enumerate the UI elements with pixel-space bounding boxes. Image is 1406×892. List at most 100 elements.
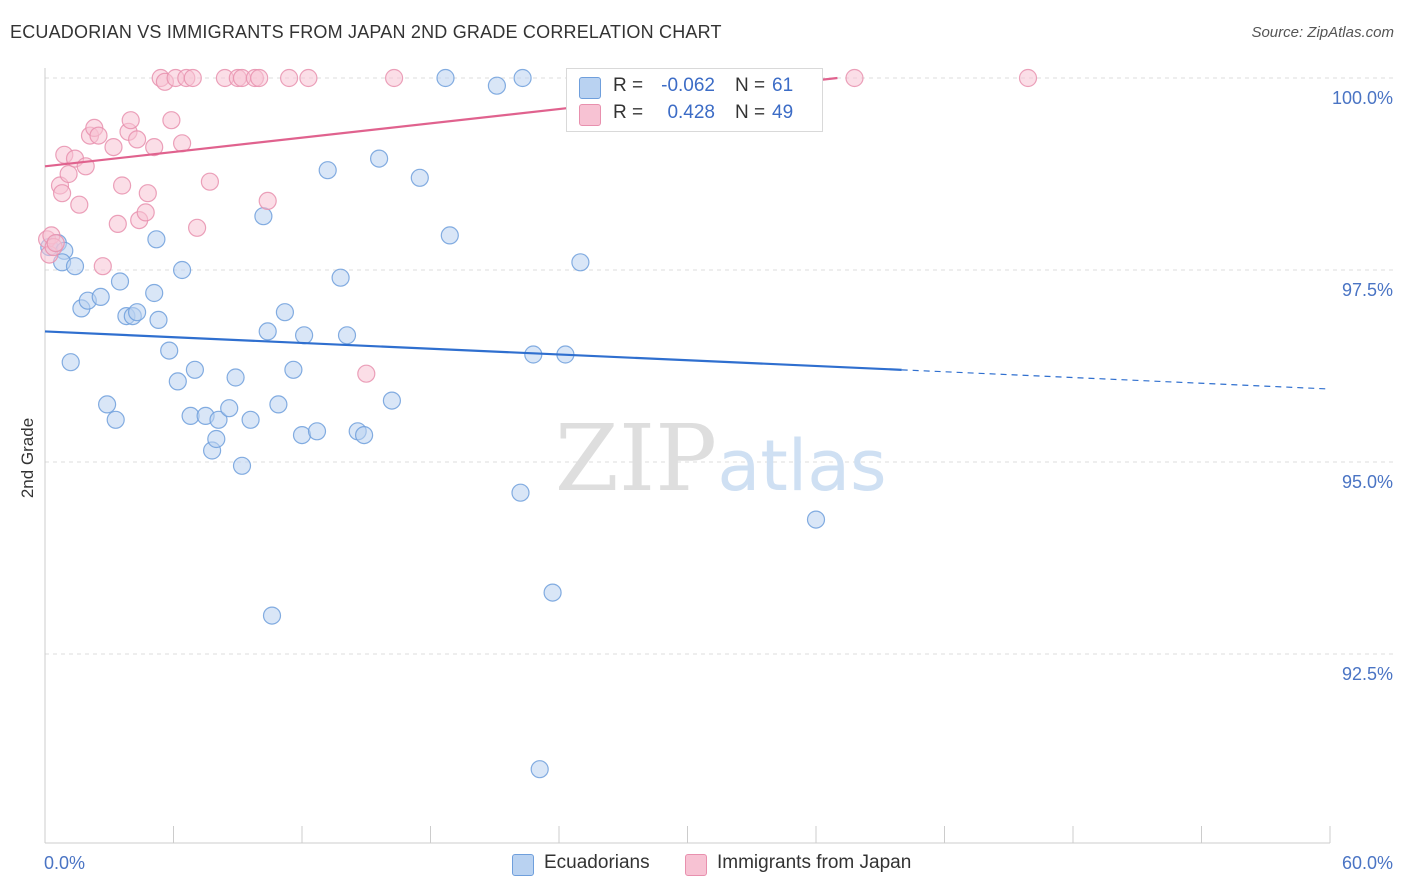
ecuadorian-trend-line — [44, 330, 902, 371]
japan-point — [357, 364, 376, 383]
ecuadorian-point — [487, 76, 506, 95]
ecuadorian-point — [410, 168, 429, 187]
legend-r-label: R = — [613, 102, 644, 123]
ecuadorian-point — [147, 230, 166, 249]
watermark-zip: ZIP — [555, 405, 717, 512]
japan-point — [52, 184, 72, 203]
y-tick-label: 92.5% — [1342, 664, 1393, 684]
japan-point — [70, 195, 89, 214]
legend-n-label: N = — [735, 102, 766, 123]
ecuadorian-point — [318, 161, 337, 180]
y-tick-label: 97.5% — [1342, 280, 1393, 300]
x-tick-label-start: 0.0% — [44, 853, 85, 873]
japan-point — [128, 130, 147, 149]
legend-r-value: -0.062 — [661, 75, 715, 96]
ecuadorian-point — [307, 422, 327, 441]
ecuadorian-point — [160, 341, 179, 360]
ecuadorian-point — [185, 360, 204, 379]
ecuadorian-point — [382, 391, 401, 410]
ecuadorian-point — [61, 353, 80, 372]
ecuadorian-point — [331, 268, 350, 287]
japan-point — [138, 184, 157, 203]
chart-title: ECUADORIAN VS IMMIGRANTS FROM JAPAN 2ND … — [10, 22, 722, 42]
japan-point — [46, 234, 65, 253]
japan-point — [299, 68, 318, 88]
x-tick-label-end: 60.0% — [1342, 853, 1393, 873]
legend-r-value: 0.428 — [667, 102, 715, 123]
japan-point — [89, 126, 108, 145]
japan-point — [112, 176, 132, 195]
axes — [44, 68, 1331, 844]
japan-point — [200, 172, 219, 191]
ecuadorian-point — [284, 360, 303, 379]
legend-swatch-blue — [579, 77, 601, 99]
ecuadorian-point — [91, 287, 110, 306]
series-swatch-blue — [512, 854, 534, 876]
japan-point — [188, 218, 207, 237]
legend-n-label: N = — [735, 75, 766, 96]
ecuadorian-point — [275, 303, 294, 322]
japan-point — [845, 68, 864, 88]
ecuadorian-point — [436, 68, 455, 88]
japan-point — [173, 134, 192, 153]
ecuadorian-point — [262, 606, 282, 625]
ecuadorian-point — [355, 426, 374, 445]
legend-r-label: R = — [613, 75, 644, 96]
japan-point — [258, 191, 277, 210]
ecuadorian-point — [220, 399, 239, 418]
ecuadorian-point — [258, 322, 277, 341]
ecuadorian-point — [149, 310, 168, 329]
legend-n-value: 49 — [772, 102, 794, 123]
ecuadorian-point — [207, 429, 226, 449]
correlation-legend: R = -0.062 N = 61 R = 0.428 N = 49 — [566, 68, 823, 132]
japan-point — [162, 111, 181, 130]
ecuadorian-point — [254, 207, 273, 226]
series-label: Ecuadorians — [544, 852, 650, 873]
ecuadorian-point — [513, 68, 532, 88]
data-points — [37, 68, 1038, 779]
legend-swatch-pink — [579, 104, 601, 126]
ecuadorian-point — [241, 410, 260, 429]
ecuadorian-point — [440, 226, 459, 245]
japan-point — [145, 138, 164, 157]
ecuadorian-point — [292, 426, 312, 445]
ecuadorian-point — [65, 257, 85, 276]
ecuadorian-point — [269, 395, 288, 414]
japan-point — [93, 257, 112, 276]
ecuadorian-point — [106, 410, 125, 429]
ecuadorian-trend-extension — [901, 369, 1331, 390]
japan-point — [280, 68, 299, 88]
legend-n-value: 61 — [772, 75, 794, 96]
ecuadorian-point — [110, 272, 130, 291]
y-tick-label: 95.0% — [1342, 472, 1393, 492]
ecuadorian-point — [295, 326, 314, 345]
ecuadorian-point — [370, 149, 389, 168]
japan-point — [108, 214, 127, 233]
grid-lines — [45, 77, 1395, 655]
ecuadorian-point — [511, 483, 530, 502]
y-axis-title: 2nd Grade — [18, 418, 37, 498]
ecuadorian-point — [128, 303, 147, 322]
ecuadorian-point — [337, 326, 357, 345]
japan-point — [183, 68, 202, 88]
ecuadorian-point — [168, 372, 187, 391]
ecuadorian-point — [543, 583, 562, 602]
ecuadorian-point — [145, 283, 164, 303]
ecuadorian-point — [571, 253, 590, 272]
japan-point — [1018, 68, 1038, 88]
ecuadorian-point — [232, 456, 252, 475]
ecuadorian-point — [226, 368, 245, 387]
source-label: Source: ZipAtlas.com — [1251, 24, 1394, 41]
japan-point — [104, 138, 123, 157]
series-swatch-pink — [685, 854, 707, 876]
ecuadorian-point — [173, 260, 192, 280]
y-tick-label: 100.0% — [1332, 88, 1393, 108]
japan-point — [136, 203, 155, 222]
axis-labels: 100.0% 97.5% 95.0% 92.5% 0.0% 60.0% 2nd Grade — [18, 88, 1393, 873]
japan-point — [121, 111, 140, 130]
japan-point — [385, 68, 404, 88]
ecuadorian-point — [530, 760, 549, 779]
ecuadorian-point — [97, 395, 117, 414]
watermark-atlas: atlas — [717, 425, 886, 507]
